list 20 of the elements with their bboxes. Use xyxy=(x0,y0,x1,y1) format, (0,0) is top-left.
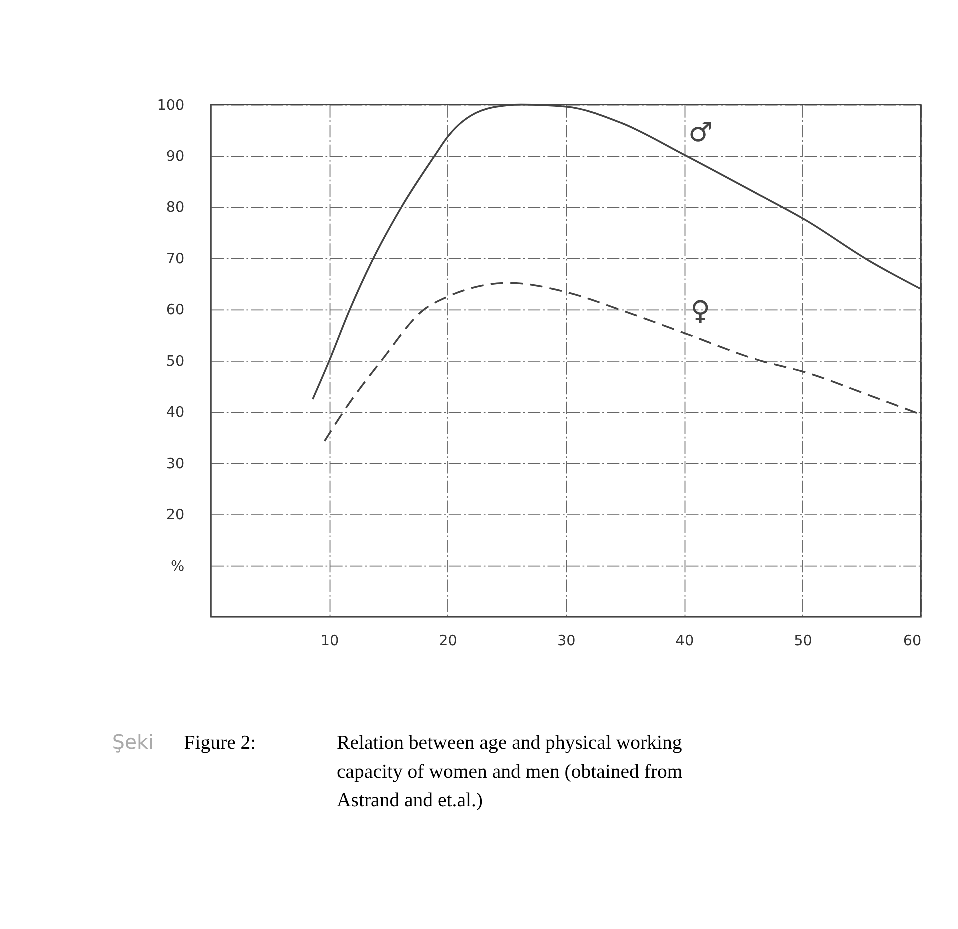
y-tick-label: 20 xyxy=(166,508,185,524)
y-tick-label: 50 xyxy=(166,354,185,370)
text: Şeki xyxy=(112,731,154,754)
y-tick-label: 80 xyxy=(166,200,185,216)
y-tick-label: 90 xyxy=(166,148,185,165)
x-tick-label: 50 xyxy=(794,633,812,650)
caption: Figure 2: xyxy=(184,732,256,754)
y-tick-label: 60 xyxy=(166,302,185,319)
y-tick-label: 100 xyxy=(157,98,185,114)
y-tick-label: % xyxy=(171,558,185,575)
x-tick-label: 40 xyxy=(676,633,694,650)
y-tick-label: 70 xyxy=(166,251,185,268)
series-label: ♂ xyxy=(688,118,713,149)
x-tick-label: 10 xyxy=(320,633,340,650)
y-tick-label: 30 xyxy=(166,456,185,472)
x-tick-label: 30 xyxy=(557,633,576,650)
x-tick-label: 60 xyxy=(903,633,922,650)
y-tick-label: 40 xyxy=(166,405,185,422)
text: Relation between age and physical working capacity of women and men (obtained from Astrand and et.al.) xyxy=(337,732,684,812)
x-tick-label: 20 xyxy=(439,633,458,650)
